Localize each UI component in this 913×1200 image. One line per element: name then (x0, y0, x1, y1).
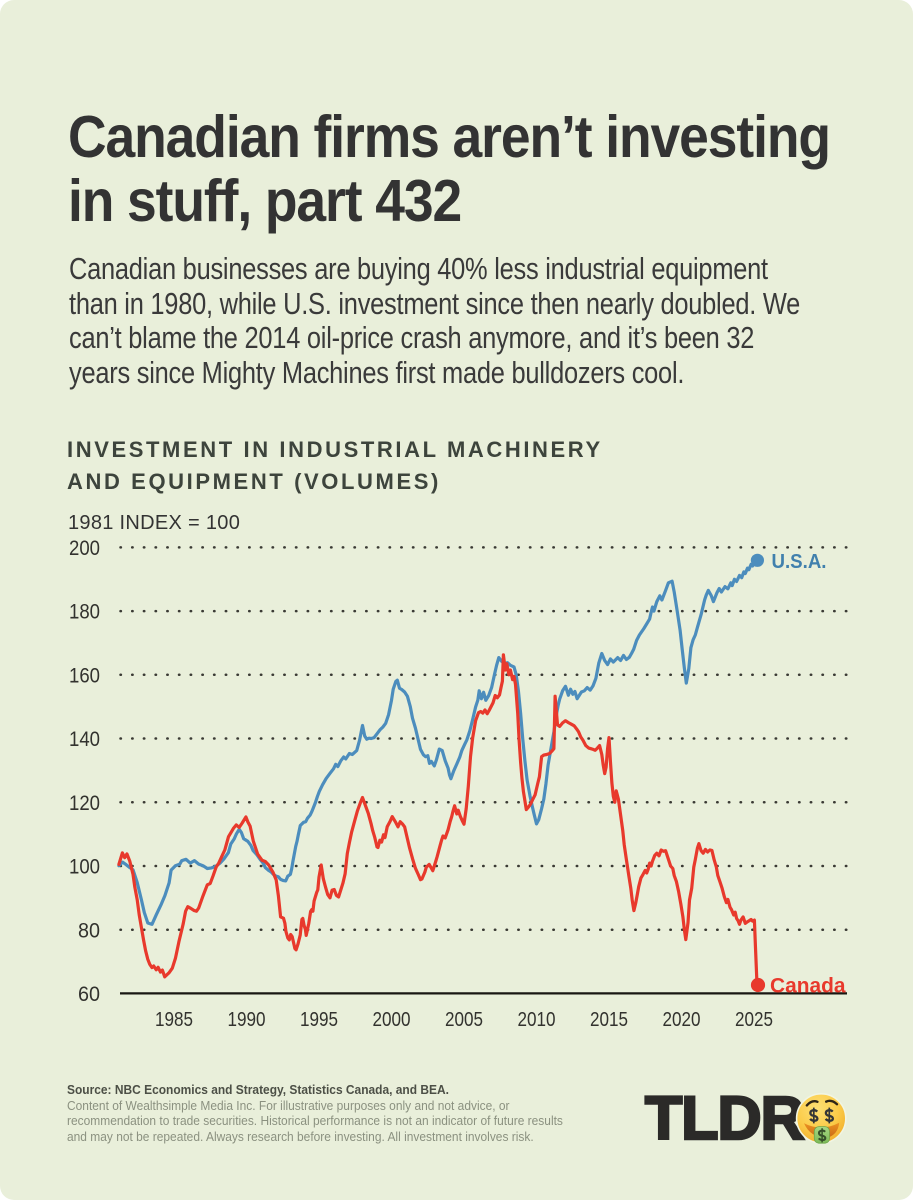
svg-text:U.S.A.: U.S.A. (772, 550, 827, 573)
svg-text:80: 80 (78, 919, 100, 942)
svg-text:120: 120 (69, 792, 100, 815)
svg-text:1985: 1985 (155, 1009, 193, 1031)
svg-text:Canada: Canada (770, 974, 847, 998)
svg-text:1990: 1990 (228, 1009, 266, 1031)
svg-text:2000: 2000 (373, 1009, 411, 1031)
svg-text:180: 180 (69, 601, 100, 624)
svg-text:2005: 2005 (445, 1009, 483, 1031)
svg-text:2025: 2025 (735, 1009, 773, 1031)
svg-text:2020: 2020 (663, 1009, 701, 1031)
svg-text:60: 60 (78, 983, 100, 1006)
svg-text:200: 200 (69, 537, 100, 560)
svg-text:160: 160 (69, 664, 100, 687)
svg-text:1995: 1995 (300, 1009, 338, 1031)
svg-text:100: 100 (69, 856, 100, 879)
svg-text:2010: 2010 (518, 1009, 556, 1031)
svg-text:140: 140 (69, 728, 100, 751)
svg-text:2015: 2015 (590, 1009, 628, 1031)
